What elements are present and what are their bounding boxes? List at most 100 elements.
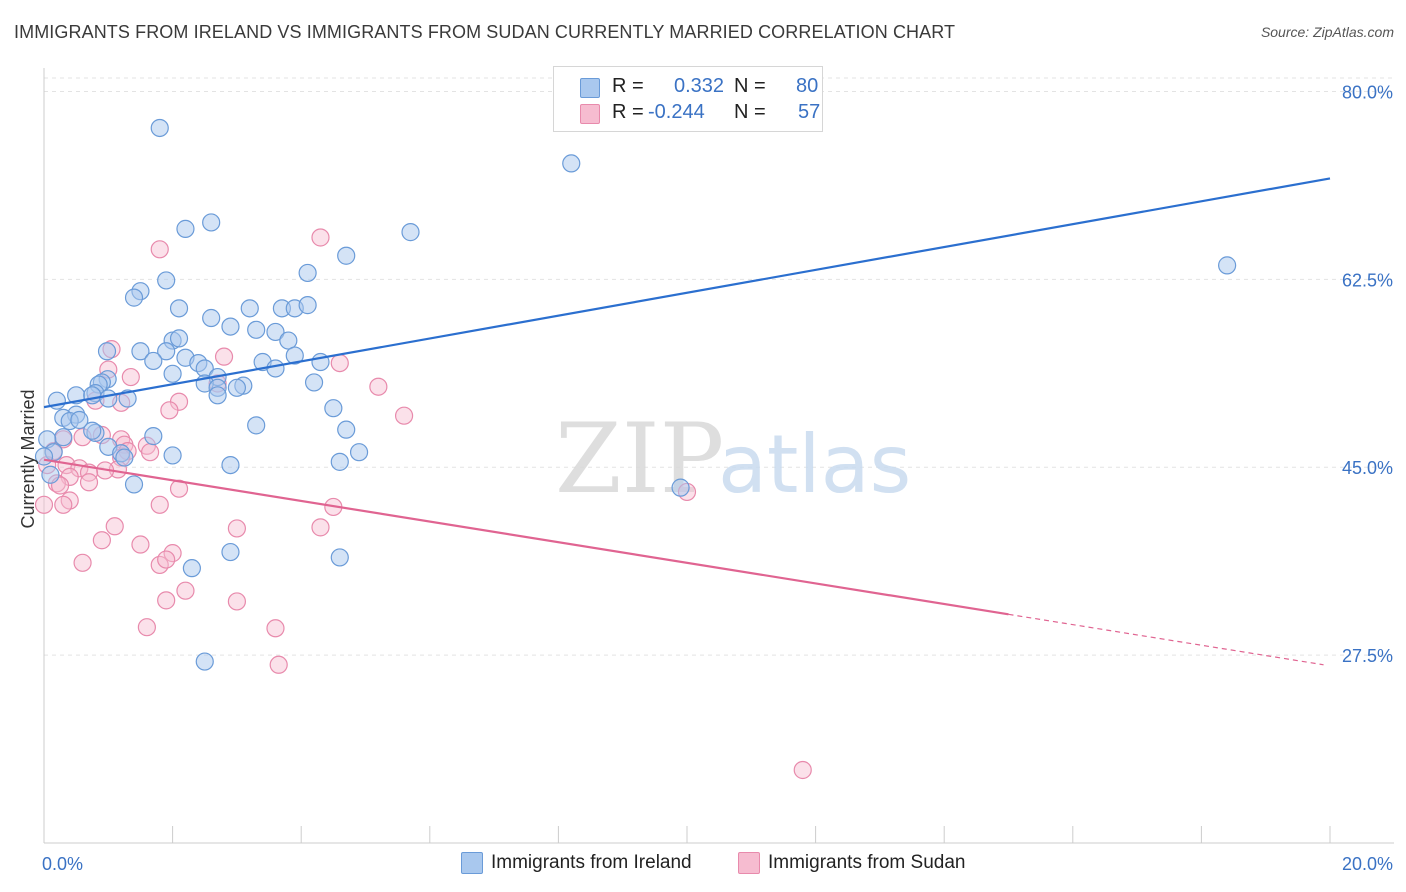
ireland-point	[144, 427, 163, 446]
ireland-point	[324, 399, 343, 418]
sudan-point	[157, 550, 176, 569]
ireland-point	[157, 342, 176, 361]
sudan-point	[131, 535, 150, 554]
source-label: Source: ZipAtlas.com	[1260, 24, 1394, 40]
watermark: ZIP atlas	[555, 403, 911, 515]
ireland-trend-line	[43, 177, 1331, 409]
sudan-point	[34, 495, 54, 514]
ireland-point	[227, 378, 246, 397]
ireland-point	[83, 386, 102, 405]
ireland-point	[202, 213, 221, 232]
trend-lines	[43, 177, 1331, 666]
watermark-zip: ZIP	[555, 403, 724, 515]
x-tick-label: 20.0%	[1342, 854, 1393, 874]
ireland-point	[285, 346, 304, 365]
ireland-point	[337, 420, 356, 439]
ireland-point	[157, 271, 176, 290]
ireland-point	[337, 246, 356, 265]
legend-n-label: N =	[734, 75, 766, 97]
y-tick-label: 80.0%	[1342, 82, 1393, 102]
ireland-point	[99, 389, 118, 408]
ireland-point	[70, 410, 89, 430]
ireland-point	[240, 299, 259, 318]
ireland-point	[124, 475, 144, 494]
ireland-point	[202, 308, 221, 328]
ireland-point	[169, 299, 189, 318]
ireland-point	[169, 329, 189, 348]
sudan-point	[176, 581, 195, 600]
y-tick-label: 62.5%	[1342, 270, 1393, 290]
ireland-point	[208, 386, 227, 405]
ireland-point	[349, 443, 369, 462]
ireland-swatch	[580, 78, 600, 98]
ireland-legend-label: Immigrants from Ireland	[491, 852, 692, 873]
ireland-point	[34, 447, 54, 466]
ireland-point	[247, 416, 266, 435]
chart-title: IMMIGRANTS FROM IRELAND VS IMMIGRANTS FR…	[14, 22, 956, 42]
ireland-point	[298, 296, 317, 315]
ireland-point	[182, 559, 201, 578]
sudan-point	[227, 592, 246, 611]
legend-r-label: R =	[612, 75, 644, 97]
ireland-point	[562, 154, 581, 173]
sudan-point	[214, 347, 234, 366]
sudan-swatch	[580, 104, 600, 124]
sudan-point	[311, 228, 330, 247]
ireland-point	[83, 421, 102, 440]
sudan-legend-label: Immigrants from Sudan	[768, 852, 966, 873]
watermark-atlas: atlas	[718, 418, 911, 511]
x-tick-label: 0.0%	[42, 854, 83, 874]
legend-r-value: 0.332	[674, 75, 725, 97]
sudan-point	[137, 618, 156, 637]
ireland-point	[124, 288, 144, 307]
sudan-trend-extension	[1008, 613, 1324, 666]
sudan-point	[266, 619, 285, 638]
y-tick-label: 27.5%	[1342, 646, 1393, 666]
ireland-point	[131, 342, 150, 361]
ireland-point	[221, 455, 240, 475]
ireland-point	[304, 373, 324, 392]
sudan-point	[330, 353, 349, 373]
ireland-point	[266, 359, 285, 378]
sudan-point	[394, 406, 414, 425]
sudan-point	[121, 367, 140, 387]
legend-n-label: N =	[734, 101, 766, 123]
ireland-point	[221, 317, 240, 336]
ireland-point	[144, 351, 163, 371]
sudan-point	[369, 377, 388, 396]
sudan-point	[140, 443, 160, 462]
ireland-point	[671, 478, 690, 497]
sudan-point	[163, 544, 182, 563]
ireland-point	[330, 452, 349, 471]
sudan-trend-line	[43, 458, 1009, 616]
legend-n-value: 57	[798, 101, 821, 123]
sudan-point	[54, 495, 73, 514]
sudan-point	[73, 553, 92, 572]
y-tick-label: 45.0%	[1342, 458, 1393, 478]
sudan-point	[79, 473, 99, 492]
ireland-point	[401, 223, 420, 242]
axes	[43, 68, 1394, 844]
ireland-point	[266, 322, 285, 342]
legend-n-value: 80	[796, 75, 819, 97]
sudan-point	[169, 479, 189, 498]
legend-r-value: -0.244	[648, 101, 705, 123]
tick-labels: 80.0% 62.5% 45.0% 27.5% 0.0% 20.0%	[42, 82, 1393, 874]
sudan-point	[793, 760, 812, 780]
ireland-point	[150, 118, 169, 138]
sudan-point	[160, 401, 179, 420]
ireland-point	[195, 652, 214, 671]
sudan-point	[311, 518, 330, 537]
ireland-point	[221, 542, 240, 562]
y-axis-label: Currently Married	[18, 389, 38, 528]
ireland-point	[247, 320, 266, 339]
sudan-point	[227, 519, 246, 538]
sudan-point	[150, 495, 169, 514]
ireland-point	[163, 446, 182, 465]
ireland-point	[330, 548, 349, 567]
ireland-point	[97, 342, 117, 361]
ireland-point	[176, 219, 195, 238]
correlation-legend: R = 0.332 N = 80 R = -0.244 N = 57	[553, 66, 823, 132]
ireland-legend-swatch	[461, 852, 483, 874]
